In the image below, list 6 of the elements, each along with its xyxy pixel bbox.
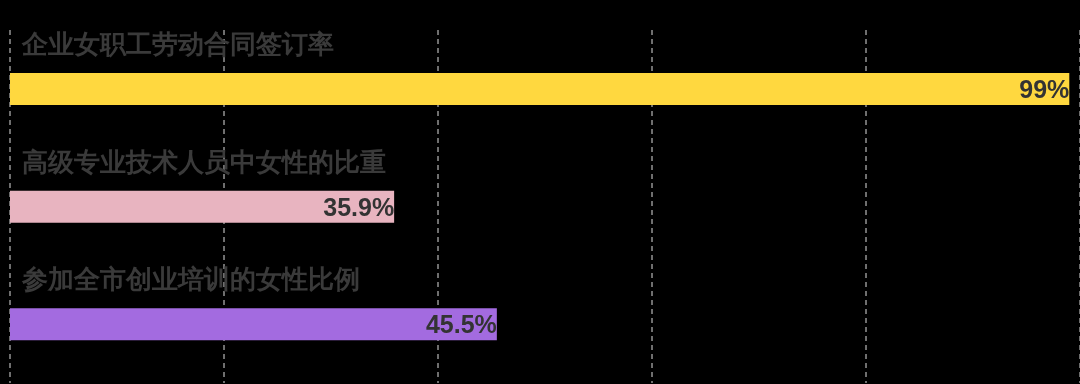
y-tick-label: 高级专业技术人员中女性的比重 [22,146,386,177]
y-tick-label: 企业女职工劳动合同签订率 [21,29,334,59]
data-label: 35.9% [323,192,395,221]
data-label: 99% [1019,75,1070,103]
data-label: 45.5% [425,310,497,339]
y-tick-label: 参加全市创业培训的女性比例 [21,264,360,295]
